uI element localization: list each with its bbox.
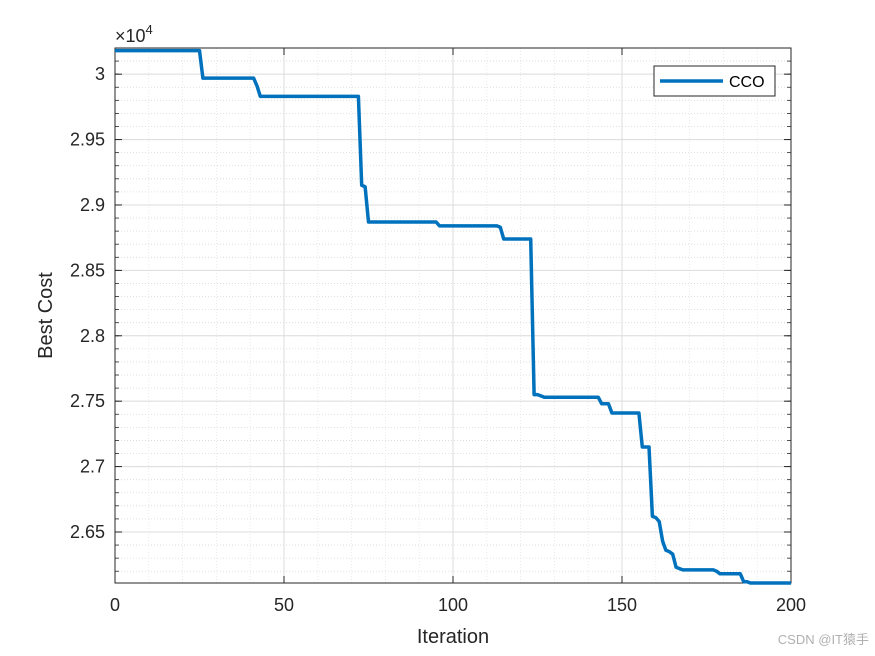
minor-grid xyxy=(115,47,791,583)
y-axis-label: Best Cost xyxy=(35,272,57,359)
x-tick-label: 200 xyxy=(776,595,806,615)
y-axis-exponent-base: ×10 xyxy=(115,26,146,46)
axis-ticks xyxy=(114,47,792,583)
legend-label-cco: CCO xyxy=(729,74,765,91)
x-tick-label: 50 xyxy=(274,595,294,615)
y-tick-label: 3 xyxy=(95,64,105,84)
x-tick-label: 100 xyxy=(438,595,468,615)
x-tick-label: 150 xyxy=(607,595,637,615)
y-tick-label: 2.8 xyxy=(80,326,105,346)
y-tick-label: 2.65 xyxy=(70,522,105,542)
tick-labels: 0 50 100 150 200 2.65 2.7 2.75 2.8 2.85 2.9 2.95 3 xyxy=(70,64,806,615)
y-tick-label: 2.95 xyxy=(70,130,105,150)
y-tick-label: 2.9 xyxy=(80,195,105,215)
watermark: CSDN @IT猿手 xyxy=(777,632,869,647)
y-tick-label: 2.85 xyxy=(70,260,105,280)
legend: CCO xyxy=(653,65,776,97)
series-line-cco xyxy=(115,48,791,585)
major-grid xyxy=(115,48,791,583)
x-tick-label: 0 xyxy=(110,595,120,615)
x-axis-label: Iteration xyxy=(417,626,489,648)
y-tick-label: 2.75 xyxy=(70,391,105,411)
y-axis-exponent: ×104 xyxy=(115,22,153,46)
y-tick-label: 2.7 xyxy=(80,457,105,477)
y-axis-exponent-power: 4 xyxy=(146,22,153,37)
